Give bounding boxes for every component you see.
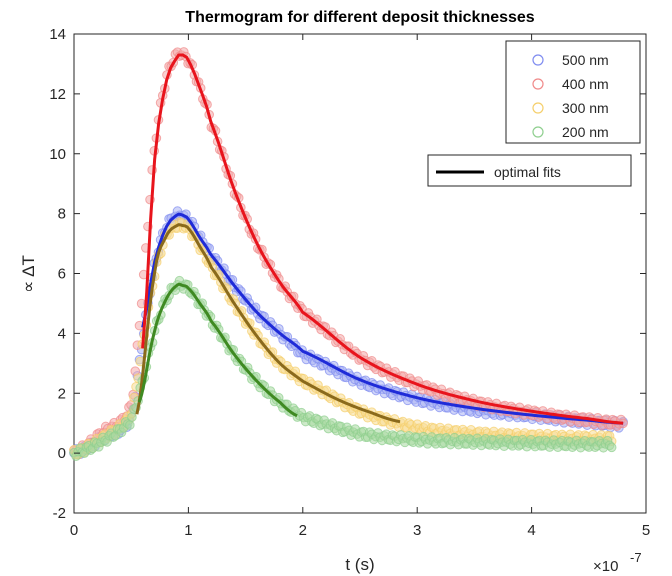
y-tick-label: 8 [58,206,66,223]
series-200-nm-markers [69,275,617,462]
x-tick-label: 0 [70,522,78,539]
x-tick-label: 3 [413,522,421,539]
fit-line-300-nm [135,223,401,424]
legend-marker [532,102,544,114]
y-tick-label: 10 [49,146,66,163]
chart-title: Thermogram for different deposit thickne… [185,9,535,26]
x-axis-label: t (s) [345,555,374,574]
legend-marker [532,78,544,90]
legend-label: 300 nm [562,100,609,116]
fit-legend-label: optimal fits [494,164,561,180]
data-point [125,420,135,430]
y-tick-label: 0 [58,445,66,462]
x-multiplier-exponent: -7 [630,550,642,565]
legend-label: 500 nm [562,52,609,68]
data-point [606,442,617,453]
series-legend-box [505,40,641,144]
x-multiplier-base: ×10 [593,558,618,575]
y-axis-label: ∝ ΔT [19,255,38,293]
y-tick-label: -2 [53,505,66,522]
fit-lines-layer [135,53,624,425]
y-tick-label: 12 [49,86,66,103]
legend-marker [532,126,544,138]
y-tick-label: 2 [58,385,66,402]
x-tick-label: 1 [184,522,192,539]
legend-marker [532,54,544,66]
x-tick-label: 5 [642,522,650,539]
y-tick-label: 14 [49,26,66,43]
fit-line-500-nm [141,212,624,425]
legend-label: 200 nm [562,124,609,140]
y-tick-label: 4 [58,325,66,342]
data-point [127,412,137,422]
series-legend: 500 nm 400 nm 300 nm 200 nm [505,40,641,144]
y-tick-label: 6 [58,266,66,283]
x-tick-label: 4 [527,522,535,539]
fit-line-200-nm [137,282,298,418]
legend-label: 400 nm [562,76,609,92]
fit-legend: optimal fits [427,154,632,187]
x-axis-multiplier: ×10 -7 [593,550,642,575]
x-tick-label: 2 [299,522,307,539]
fit-line-400-nm [141,53,624,425]
